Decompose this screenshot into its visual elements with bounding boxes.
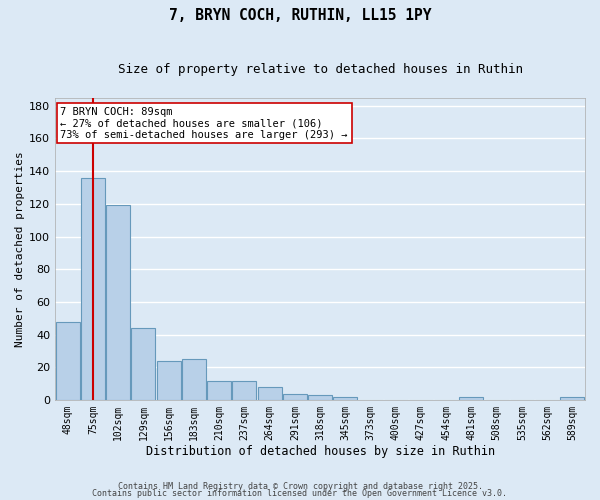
Bar bbox=[157, 361, 181, 400]
Y-axis label: Number of detached properties: Number of detached properties bbox=[15, 151, 25, 346]
Bar bbox=[131, 328, 155, 400]
Bar bbox=[460, 397, 484, 400]
Text: Contains HM Land Registry data © Crown copyright and database right 2025.: Contains HM Land Registry data © Crown c… bbox=[118, 482, 482, 491]
Bar bbox=[283, 394, 307, 400]
Text: Contains public sector information licensed under the Open Government Licence v3: Contains public sector information licen… bbox=[92, 490, 508, 498]
Bar bbox=[207, 380, 231, 400]
Bar bbox=[232, 380, 256, 400]
Bar bbox=[182, 360, 206, 400]
Bar bbox=[334, 397, 357, 400]
Text: 7, BRYN COCH, RUTHIN, LL15 1PY: 7, BRYN COCH, RUTHIN, LL15 1PY bbox=[169, 8, 431, 22]
Bar bbox=[257, 387, 281, 400]
Bar bbox=[56, 322, 80, 400]
Title: Size of property relative to detached houses in Ruthin: Size of property relative to detached ho… bbox=[118, 62, 523, 76]
Bar bbox=[308, 396, 332, 400]
Bar bbox=[560, 397, 584, 400]
Bar bbox=[81, 178, 105, 400]
Bar bbox=[106, 206, 130, 400]
X-axis label: Distribution of detached houses by size in Ruthin: Distribution of detached houses by size … bbox=[146, 444, 494, 458]
Text: 7 BRYN COCH: 89sqm
← 27% of detached houses are smaller (106)
73% of semi-detach: 7 BRYN COCH: 89sqm ← 27% of detached hou… bbox=[61, 106, 348, 140]
